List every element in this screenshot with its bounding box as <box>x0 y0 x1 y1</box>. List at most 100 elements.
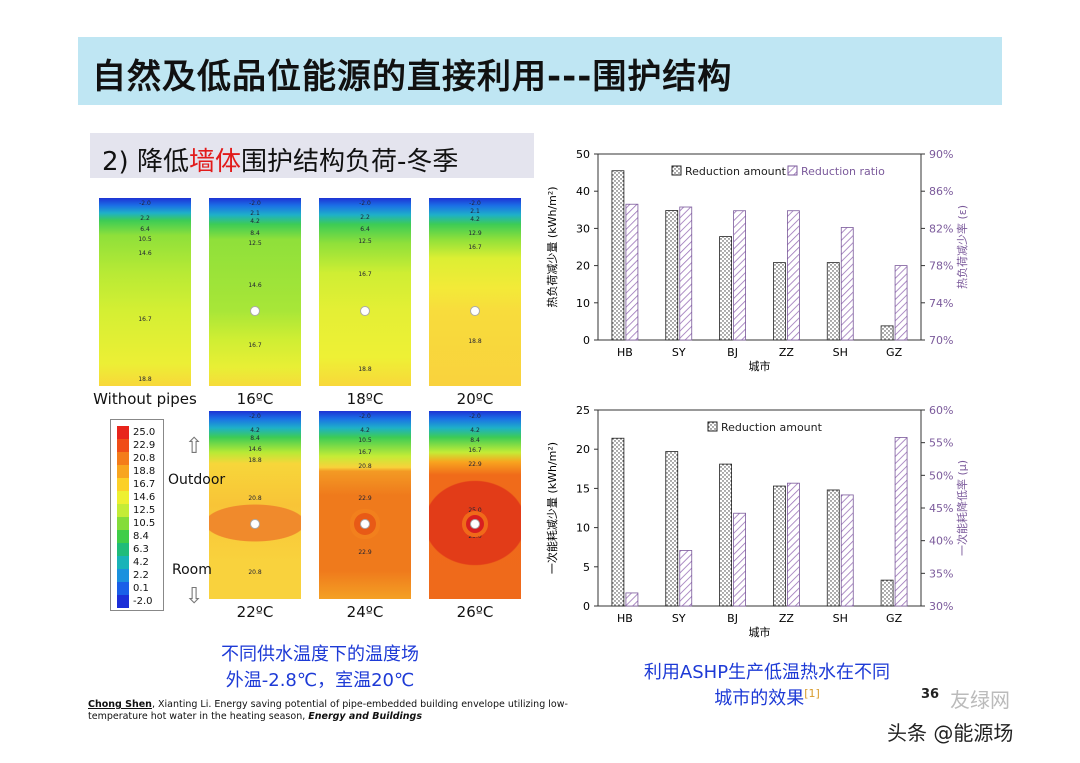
isotherm-label: 16.7 <box>468 244 482 251</box>
legend-swatch <box>117 543 129 556</box>
outdoor-label: Outdoor <box>168 472 226 488</box>
bar-reduction-amount <box>773 485 786 607</box>
panel-22c: -2.0 4.2 8.4 14.6 18.8 20.8 20.8 <box>209 411 301 599</box>
isotherm-label: 10.5 <box>358 437 372 444</box>
isotherm-label: 20.8 <box>248 495 262 502</box>
isotherm-label: 14.6 <box>248 446 262 453</box>
bar-reduction-amount <box>880 325 894 341</box>
watermark: 头条 @能源场 <box>887 721 1014 745</box>
bar-right-axis-series <box>733 512 746 607</box>
legend-value: 18.8 <box>133 466 156 477</box>
legend-swatch <box>117 530 129 543</box>
legend-swatch <box>117 582 129 595</box>
x-axis-label: 城市 <box>749 359 771 373</box>
y-tick-label: 0 <box>583 600 590 613</box>
isotherm-label: 22.9 <box>358 549 372 556</box>
x-tick-label: SH <box>833 612 848 625</box>
pipe-marker <box>470 519 480 529</box>
isotherm-label: 4.2 <box>470 216 480 223</box>
y-tick-label: 40 <box>576 185 590 198</box>
y2-tick-label: 86% <box>929 185 953 198</box>
panel-26c: -2.0 4.2 8.4 16.7 22.9 25.0 25.0 <box>429 411 521 599</box>
x-tick-label: GZ <box>886 612 903 625</box>
caption-left-line: 不同供水温度下的温度场 <box>221 644 419 665</box>
page-title: 自然及低品位能源的直接利用---围护结构 <box>92 57 733 97</box>
isotherm-label: 4.2 <box>470 427 480 434</box>
y2-tick-label: 50% <box>929 469 953 482</box>
y2-tick-label: 55% <box>929 437 953 450</box>
panel-label: 20ºC <box>456 390 494 408</box>
pipe-marker <box>250 519 260 529</box>
bar-reduction-amount <box>611 170 625 341</box>
caption-right-line: 利用ASHP生产低温热水在不同 <box>643 662 891 683</box>
y2-tick-label: 90% <box>929 148 953 161</box>
legend-value: 8.4 <box>133 531 149 542</box>
y2-axis-label: 一次能耗降低率 (μ) <box>955 460 969 556</box>
y2-axis-label: 热负荷减少率 (ε) <box>955 205 969 289</box>
page-number: 36 <box>921 687 940 702</box>
legend-value: 2.2 <box>133 570 149 581</box>
y2-tick-label: 30% <box>929 600 953 613</box>
y2-tick-label: 35% <box>929 567 953 580</box>
isotherm-label: 12.9 <box>468 230 482 237</box>
isotherm-label: 8.4 <box>470 437 480 444</box>
y-axis-label: 一次能耗减少量 (kWh/m²) <box>545 442 559 574</box>
y2-tick-label: 45% <box>929 502 953 515</box>
y2-tick-label: 74% <box>929 297 953 310</box>
isotherm-label: -2.0 <box>249 413 261 420</box>
bar-right-axis-series <box>625 203 639 341</box>
y-tick-label: 50 <box>576 148 590 161</box>
bar-right-axis-series <box>840 227 854 341</box>
x-tick-label: SH <box>833 346 848 359</box>
isotherm-label: 18.8 <box>358 366 372 373</box>
subtitle: 2) 降低墙体围护结构负荷-冬季 <box>102 147 459 177</box>
caption-right-line: 城市的效果 <box>714 688 805 709</box>
isotherm-label: 4.2 <box>250 218 260 225</box>
legend-swatch <box>117 569 129 582</box>
x-tick-label: HB <box>617 612 633 625</box>
x-tick-label: SY <box>672 612 686 625</box>
reference-author: Chong Shen <box>88 699 152 710</box>
watermark-faint: 友绿网 <box>950 688 1010 712</box>
isotherm-label: 6.4 <box>360 226 370 233</box>
subtitle-box: 2) 降低墙体围护结构负荷-冬季 <box>90 133 534 178</box>
plot-frame <box>597 409 922 607</box>
isotherm-label: 6.4 <box>140 226 150 233</box>
y-tick-label: 20 <box>576 443 590 456</box>
bar-reduction-amount <box>826 262 840 341</box>
isotherm-label: 16.7 <box>248 342 262 349</box>
bar-right-axis-series <box>787 210 800 341</box>
bar-right-axis-series <box>625 592 639 607</box>
pipe-marker <box>470 306 480 316</box>
caption-left-line: 外温-2.8℃，室温20℃ <box>225 670 415 691</box>
title-bar: 自然及低品位能源的直接利用---围护结构 <box>78 37 1002 105</box>
bar-right-axis-series <box>733 210 746 341</box>
isotherm-label: -2.0 <box>359 413 371 420</box>
bar-reduction-amount <box>880 579 894 607</box>
isotherm-label: -2.0 <box>469 413 481 420</box>
panel-label: 22ºC <box>236 603 274 621</box>
legend-key <box>787 165 798 176</box>
isotherm-label: 16.7 <box>358 449 372 456</box>
legend-swatch <box>117 439 129 452</box>
bar-reduction-amount <box>611 437 625 607</box>
y-tick-label: 0 <box>583 334 590 347</box>
y2-tick-label: 40% <box>929 535 953 548</box>
x-axis-label: 城市 <box>749 625 771 639</box>
isotherm-label: 8.4 <box>250 435 260 442</box>
isotherm-label: 22.9 <box>358 495 372 502</box>
bar-reduction-amount <box>826 489 840 607</box>
x-tick-label: ZZ <box>779 612 795 625</box>
isotherm-label: 2.1 <box>250 210 260 217</box>
y2-tick-label: 60% <box>929 404 953 417</box>
y-tick-label: 10 <box>576 297 590 310</box>
isotherm-label: 4.2 <box>360 427 370 434</box>
isotherm-label: 22.9 <box>468 461 482 468</box>
isotherm-label: 16.7 <box>138 316 152 323</box>
isotherm-label: 12.5 <box>248 240 262 247</box>
panel-20c: -2.0 2.1 4.2 12.9 16.7 18.8 <box>429 198 521 386</box>
x-tick-label: ZZ <box>779 346 795 359</box>
isotherm-label: 10.5 <box>138 236 152 243</box>
y2-tick-label: 70% <box>929 334 953 347</box>
panel-label: Without pipes <box>93 390 197 408</box>
